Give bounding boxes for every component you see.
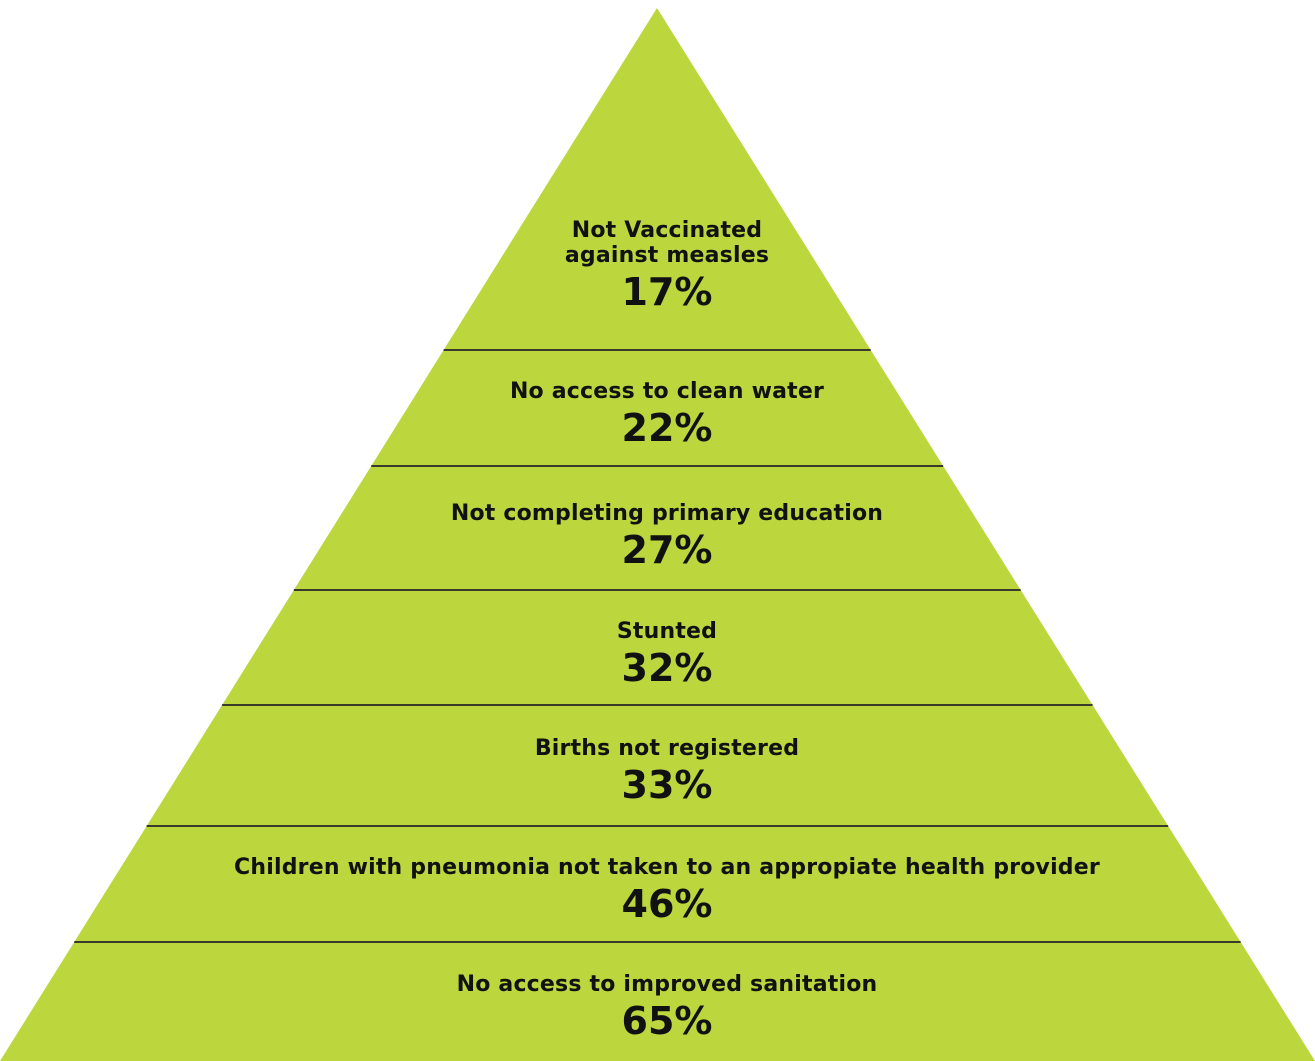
tier-value: 22% <box>622 406 713 450</box>
tier-value: 46% <box>622 882 713 926</box>
tier-label: Not completing primary education <box>451 501 883 526</box>
pyramid-tier-6: Children with pneumonia not taken to an … <box>234 855 1100 926</box>
tier-label: No access to clean water <box>510 379 824 404</box>
tier-value: 27% <box>622 528 713 572</box>
tier-label: No access to improved sanitation <box>457 972 878 997</box>
tier-label: against measles <box>565 243 769 268</box>
pyramid-shape <box>0 8 1315 1061</box>
tier-label: Stunted <box>617 619 717 644</box>
tier-value: 33% <box>622 763 713 807</box>
tier-label: Births not registered <box>535 736 799 761</box>
tier-dividers <box>74 349 1241 943</box>
tier-label: Children with pneumonia not taken to an … <box>234 855 1100 880</box>
tier-value: 32% <box>622 646 713 690</box>
tier-label: Not Vaccinated <box>572 218 763 243</box>
tier-value: 65% <box>622 999 713 1043</box>
tier-value: 17% <box>622 270 713 314</box>
